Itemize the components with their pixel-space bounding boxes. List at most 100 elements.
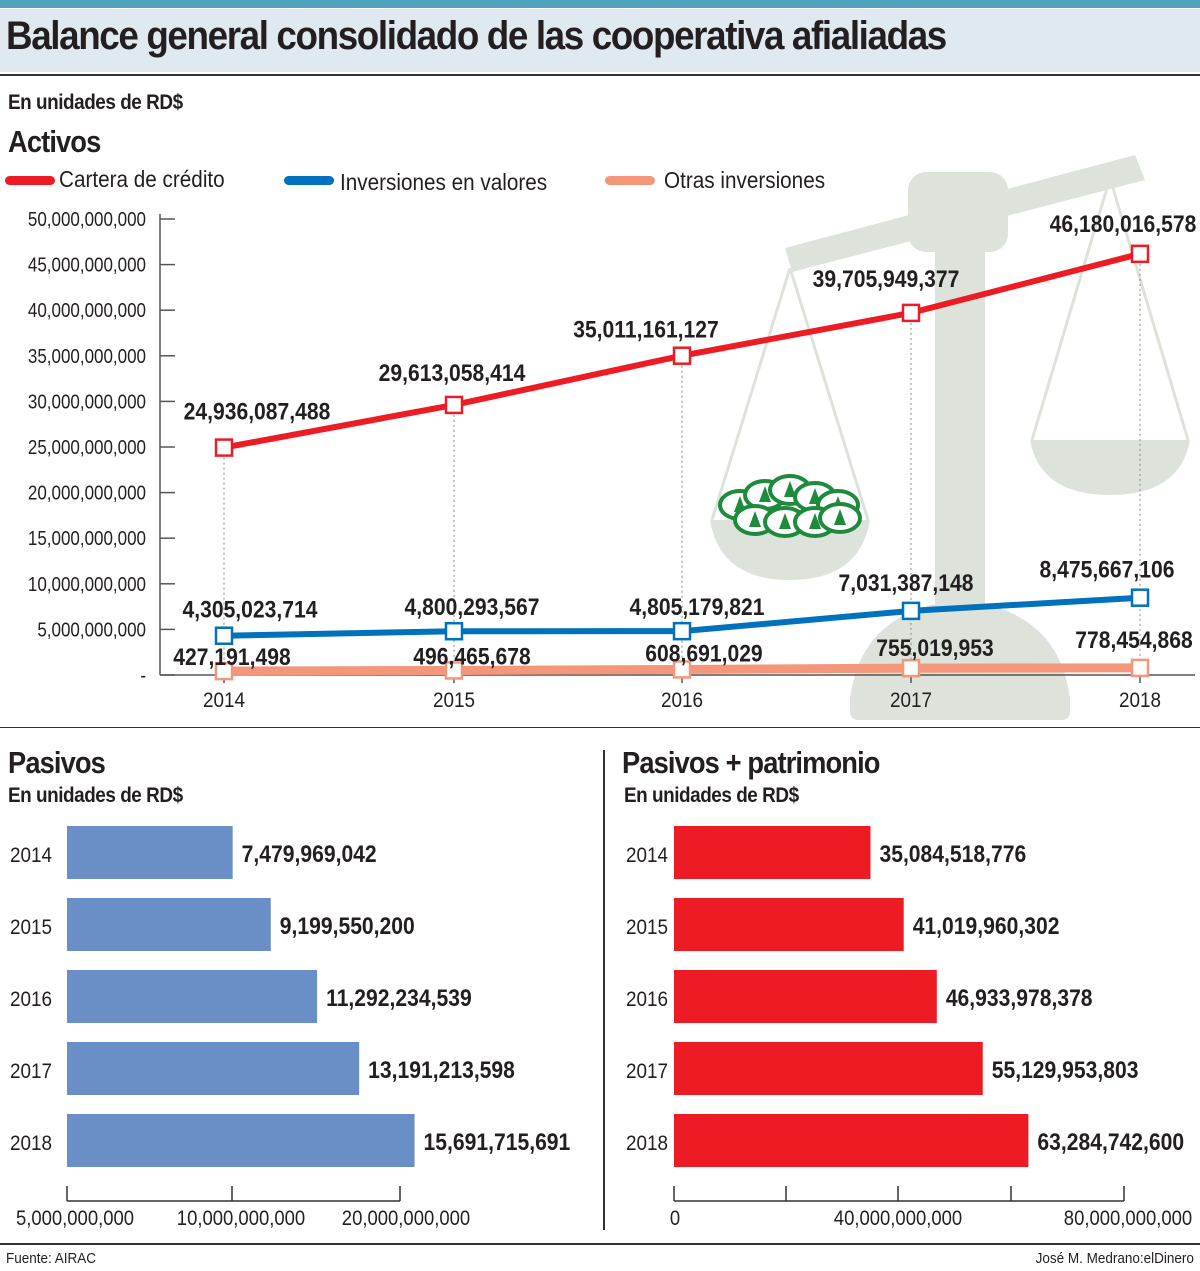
bar-value-label: 13,191,213,598: [368, 1057, 515, 1084]
bar: [674, 1042, 983, 1095]
tree-icon: [784, 481, 796, 497]
y-tick-label: 15,000,000,000: [28, 527, 146, 550]
category-label: 2014: [626, 844, 668, 867]
bar-value-label: 55,129,953,803: [992, 1057, 1139, 1084]
tree-icon: [809, 513, 821, 529]
y-tick-label: 35,000,000,000: [28, 344, 146, 367]
data-label: 8,475,667,106: [1039, 556, 1174, 583]
bar: [67, 898, 271, 951]
x-tick-label: 10,000,000,000: [177, 1207, 305, 1230]
data-label: 496,465,678: [413, 643, 530, 670]
bar: [67, 1114, 415, 1167]
data-label: 46,180,016,578: [1050, 211, 1197, 238]
data-point: [1130, 588, 1150, 607]
x-tick-label: 2015: [433, 689, 475, 712]
page-title: Balance general consolidado de las coope…: [6, 14, 947, 58]
data-label: 4,305,023,714: [182, 597, 317, 624]
data-point: [214, 626, 234, 645]
data-point: [444, 621, 464, 641]
category-label: 2016: [10, 988, 52, 1011]
y-tick-label: 50,000,000,000: [28, 208, 146, 231]
tree-icon: [749, 511, 761, 527]
bar: [674, 898, 904, 951]
data-point: [214, 438, 234, 457]
data-point: [672, 621, 692, 641]
bar: [674, 826, 871, 879]
x-tick-label: 2018: [1119, 689, 1161, 712]
x-tick-label: 5,000,000,000: [16, 1207, 134, 1230]
category-label: 2017: [626, 1060, 668, 1083]
x-tick-label: 20,000,000,000: [342, 1207, 470, 1230]
activos-line-chart: - 5,000,000,000 10,000,000,000 15,000,000,0…: [28, 155, 1197, 720]
y-tick-label: 40,000,000,000: [28, 299, 146, 322]
legend-label-inversiones: Inversiones en valores: [340, 169, 548, 195]
category-label: 2016: [626, 988, 668, 1011]
tree-icon: [759, 486, 771, 502]
legend-swatch-otras: [605, 176, 655, 185]
bar: [674, 1114, 1029, 1167]
bar-value-label: 41,019,960,302: [913, 913, 1060, 940]
activos-units: En unidades de RD$: [8, 91, 183, 114]
data-label: 29,613,058,414: [379, 360, 526, 387]
bar-value-label: 9,199,550,200: [280, 913, 415, 940]
data-label: 608,691,029: [645, 640, 762, 667]
y-tick-label: -: [140, 664, 146, 687]
tree-icon: [834, 509, 846, 525]
category-label: 2014: [10, 844, 52, 867]
data-label: 39,705,949,377: [813, 266, 960, 293]
activos-title: Activos: [8, 124, 101, 159]
bar: [67, 970, 318, 1023]
data-point: [901, 658, 921, 678]
y-tick-label: 45,000,000,000: [28, 253, 146, 276]
x-tick-label: 80,000,000,000: [1064, 1207, 1192, 1230]
y-tick-label: 25,000,000,000: [28, 436, 146, 459]
category-label: 2015: [626, 916, 668, 939]
bar-value-label: 46,933,978,378: [946, 985, 1093, 1012]
legend-label-cartera: Cartera de crédito: [59, 166, 225, 192]
balance-scale-illustration: [710, 155, 1190, 720]
bar: [67, 826, 233, 879]
data-point: [1130, 244, 1150, 264]
bar: [67, 1042, 360, 1095]
divider: [0, 74, 1200, 76]
data-label: 778,454,868: [1075, 627, 1192, 654]
category-label: 2018: [626, 1132, 668, 1155]
data-label: 4,805,179,821: [629, 594, 764, 621]
tree-icon: [779, 513, 791, 529]
data-label: 7,031,387,148: [838, 570, 973, 597]
pasivos-title: Pasivos: [8, 745, 106, 780]
data-point: [444, 395, 464, 415]
data-point: [214, 661, 234, 681]
bar-value-label: 63,284,742,600: [1037, 1129, 1184, 1156]
bar: [674, 970, 937, 1023]
x-tick-label: 2014: [203, 689, 245, 712]
data-label: 755,019,953: [876, 635, 993, 662]
coins-icon: [718, 474, 862, 538]
bar-value-label: 35,084,518,776: [879, 841, 1026, 868]
data-label: 35,011,161,127: [573, 316, 719, 343]
data-label: 427,191,498: [173, 644, 290, 671]
source: Fuente: AIRAC: [6, 1250, 97, 1267]
y-tick-label: 20,000,000,000: [28, 481, 146, 504]
data-point: [672, 346, 692, 365]
pasivos-units: En unidades de RD$: [8, 784, 183, 807]
x-tick-label: 40,000,000,000: [834, 1207, 962, 1230]
x-tick-label: 2017: [890, 689, 932, 712]
bar-value-label: 15,691,715,691: [424, 1129, 571, 1156]
bar-value-label: 7,479,969,042: [242, 841, 377, 868]
pasivos-patrimonio-units: En unidades de RD$: [624, 784, 799, 807]
y-tick-label: 30,000,000,000: [28, 390, 146, 413]
data-point: [901, 601, 921, 621]
legend-swatch-inversiones: [284, 176, 334, 185]
footer-divider: [0, 1243, 1200, 1245]
legend-label-otras: Otras inversiones: [664, 167, 826, 193]
bar-value-label: 11,292,234,539: [326, 985, 472, 1012]
data-point: [1130, 658, 1150, 678]
divider: [0, 727, 1200, 728]
credit: José M. Medrano:elDinero: [1035, 1250, 1194, 1267]
top-bar: [0, 0, 1200, 8]
y-tick-label: 5,000,000,000: [37, 618, 146, 641]
category-label: 2018: [10, 1132, 52, 1155]
category-label: 2017: [10, 1060, 52, 1083]
